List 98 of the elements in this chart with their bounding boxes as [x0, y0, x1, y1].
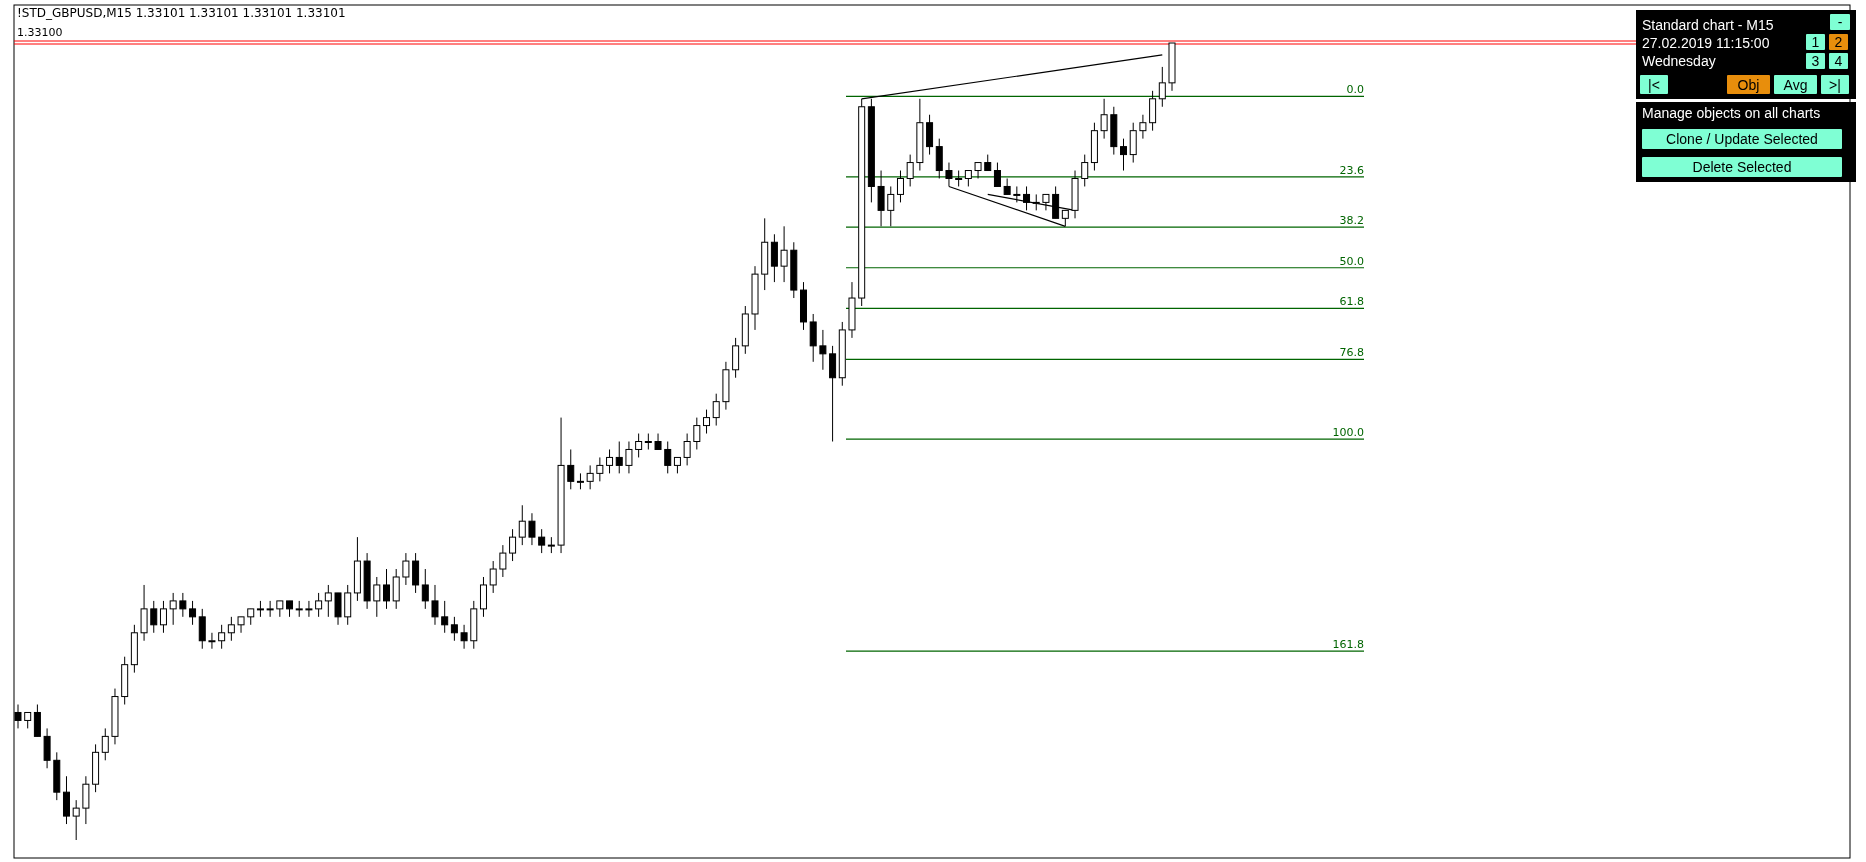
- text: Obj: [1737, 76, 1760, 93]
- candlestick: [344, 584, 352, 626]
- candlestick: [101, 727, 109, 761]
- candlestick: [499, 544, 507, 578]
- candlestick: [479, 576, 487, 618]
- candlestick: [169, 592, 177, 626]
- annotation: 76.8: [1339, 346, 1364, 360]
- candlestick: [1003, 177, 1011, 195]
- candlestick: [1120, 138, 1128, 172]
- candlestick: [703, 409, 711, 435]
- candlestick: [926, 114, 934, 156]
- candlestick: [412, 552, 420, 594]
- candlestick: [887, 185, 895, 227]
- candlestick: [1100, 98, 1108, 140]
- candlestick: [237, 616, 245, 634]
- candlestick: [72, 799, 80, 841]
- candlestick: [383, 568, 390, 610]
- candlestick: [43, 727, 51, 769]
- candlestick: [1149, 90, 1157, 132]
- candlestick: [218, 624, 226, 650]
- text: 1: [1811, 34, 1820, 50]
- candlestick: [780, 225, 788, 283]
- candlestick: [877, 170, 885, 227]
- candlestick: [305, 600, 313, 618]
- candlestick: [906, 154, 914, 187]
- text: Standard chart - M15: [1642, 17, 1774, 33]
- candlestick: [538, 528, 546, 554]
- chart-title: !STD_GBPUSD,M15 1.33101 1.33101 1.33101 1.33101: [17, 6, 346, 20]
- candlestick: [489, 560, 497, 594]
- candlestick: [683, 433, 691, 466]
- text: 4: [1834, 53, 1843, 69]
- candlestick: [315, 592, 323, 618]
- candlestick: [586, 464, 594, 490]
- candlestick: [635, 433, 643, 458]
- annotation: 38.2: [1339, 214, 1364, 228]
- candlestick: [373, 576, 381, 618]
- candlestick: [266, 600, 274, 618]
- candlestick: [159, 600, 167, 634]
- annotation: 50.0: [1339, 254, 1364, 268]
- text: 27.02.2019 11:15:00: [1642, 35, 1770, 51]
- candlestick: [528, 512, 536, 546]
- candlestick: [509, 528, 517, 562]
- candlestick: [935, 138, 943, 179]
- candlestick: [567, 448, 575, 490]
- candlestick: [1129, 122, 1137, 164]
- candlestick: [324, 584, 332, 618]
- annotation: 61.8: [1339, 295, 1364, 309]
- candlestick: [460, 624, 468, 650]
- candlestick: [421, 568, 429, 610]
- candlestick: [896, 170, 904, 203]
- candlestick: [150, 600, 158, 634]
- candlestick: [82, 775, 90, 825]
- candlestick: [732, 337, 740, 379]
- candlestick: [829, 345, 837, 442]
- text: Wednesday: [1642, 53, 1716, 69]
- text: |<: [1648, 76, 1660, 93]
- candlestick: [809, 313, 817, 363]
- candlestick: [1081, 154, 1089, 187]
- candlestick: [450, 616, 458, 642]
- candlestick: [198, 608, 206, 650]
- candlestick: [770, 233, 778, 283]
- text: >|: [1829, 76, 1841, 93]
- candlestick: [33, 704, 41, 737]
- candlestick: [334, 592, 342, 626]
- candlestick: [993, 162, 1001, 187]
- annotation: 0.0: [1346, 83, 1364, 97]
- text: Clone / Update Selected: [1666, 131, 1818, 147]
- annotation: 100.0: [1332, 426, 1364, 440]
- candlestick: [664, 441, 672, 474]
- candlestick: [819, 329, 827, 371]
- candlestick: [402, 552, 410, 586]
- candlestick: [596, 456, 604, 482]
- candlestick: [693, 417, 701, 450]
- candlestick: [140, 584, 148, 642]
- candlestick: [208, 632, 216, 650]
- candlestick: [712, 393, 720, 427]
- candlestick: [1158, 66, 1166, 108]
- annotation: 161.8: [1332, 638, 1364, 652]
- text: Delete Selected: [1692, 159, 1792, 175]
- text: 1.33100: [17, 26, 63, 39]
- text: Avg: [1783, 76, 1808, 93]
- candlestick: [62, 775, 70, 825]
- candlestick: [518, 504, 526, 546]
- candlestick: [179, 592, 187, 618]
- candlestick: [392, 568, 400, 610]
- candlestick: [441, 600, 449, 634]
- candlestick: [227, 616, 235, 642]
- candlestick: [606, 448, 614, 474]
- text: -: [1837, 14, 1843, 30]
- text: 2: [1834, 34, 1843, 50]
- text: Manage objects on all charts: [1642, 105, 1821, 121]
- text: 3: [1811, 53, 1820, 69]
- candlestick: [1139, 114, 1147, 140]
- candlestick: [431, 584, 439, 626]
- annotation: 23.6: [1339, 163, 1364, 177]
- candlestick: [625, 441, 633, 474]
- candlestick: [615, 441, 623, 474]
- candlestick: [189, 600, 197, 626]
